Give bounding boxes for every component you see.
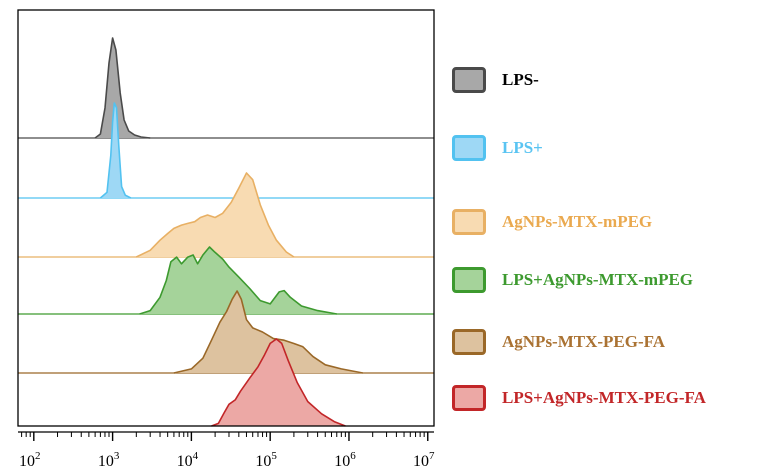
histogram-line-lps: [99, 102, 132, 199]
histogram-line-lps: [94, 37, 151, 139]
legend-item-lps-agnps-mtx-mpeg: LPS+AgNPs-MTX-mPEG: [452, 260, 693, 300]
histogram-line-lps-agnps-mtx-peg-fa: [211, 338, 346, 427]
legend-label: LPS+AgNPs-MTX-mPEG: [502, 270, 694, 289]
histogram-fill-lps-agnps-mtx-peg-fa: [211, 339, 346, 426]
histogram-line-agnps-mtx-peg-fa: [173, 290, 363, 374]
legend-label: LPS+: [502, 138, 543, 157]
legend-label: AgNPs-MTX-mPEG: [502, 212, 653, 231]
legend-swatch: [452, 209, 486, 235]
x-tick-label: 103: [98, 450, 120, 470]
histogram-line-agnps-mtx-mpeg: [135, 172, 295, 258]
legend-swatch: [452, 385, 486, 411]
x-tick-label: 104: [177, 450, 199, 470]
legend-swatch: [452, 267, 486, 293]
plot-frame: [17, 9, 435, 427]
legend-swatch: [452, 67, 486, 93]
histogram-fill-lps: [100, 103, 131, 198]
histogram-fill-lps: [95, 38, 151, 138]
legend-item-lps: LPS+: [452, 128, 543, 168]
legend-label: AgNPs-MTX-PEG-FA: [502, 332, 666, 351]
legend-label: LPS-: [502, 70, 539, 89]
legend-item-agnps-mtx-mpeg: AgNPs-MTX-mPEG: [452, 202, 652, 242]
legend-label: LPS+AgNPs-MTX-PEG-FA: [502, 388, 706, 407]
x-tick-label: 106: [334, 450, 356, 470]
legend-swatch: [452, 135, 486, 161]
legend-item-agnps-mtx-peg-fa: AgNPs-MTX-PEG-FA: [452, 322, 665, 362]
x-tick-label: 107: [413, 450, 435, 470]
histogram-fill-lps-agnps-mtx-mpeg: [139, 247, 337, 314]
histogram-line-lps-agnps-mtx-mpeg: [139, 246, 337, 315]
legend-swatch: [452, 329, 486, 355]
legend-item-lps-agnps-mtx-peg-fa: LPS+AgNPs-MTX-PEG-FA: [452, 378, 706, 418]
legend-item-lps: LPS-: [452, 60, 539, 100]
histogram-fill-agnps-mtx-peg-fa: [173, 291, 363, 373]
x-tick-label: 105: [255, 450, 277, 470]
histogram-tracks: [18, 37, 434, 427]
histogram-fill-agnps-mtx-mpeg: [136, 173, 294, 257]
x-tick-label: 102: [19, 450, 41, 470]
x-axis: 102 103 104 105 106 107: [18, 431, 435, 470]
